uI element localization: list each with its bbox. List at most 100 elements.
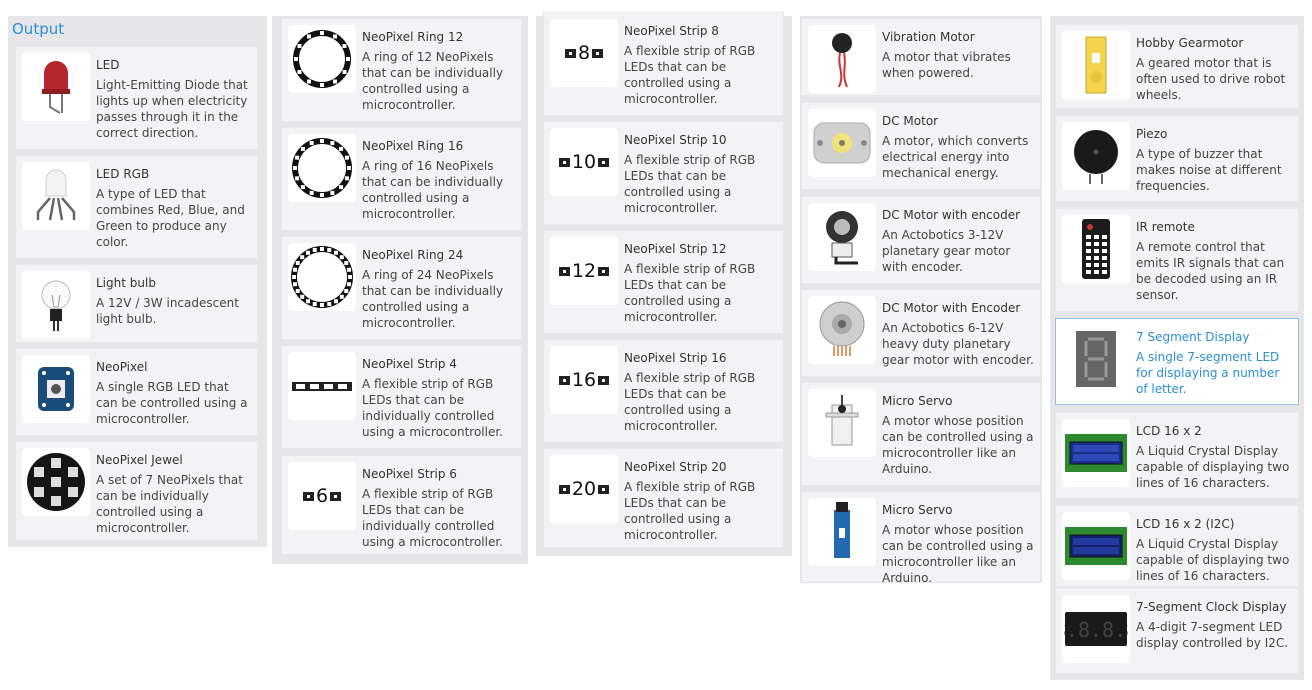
card-text: NeoPixel Ring 24 A ring of 24 NeoPixels t… (362, 247, 515, 331)
component-card[interactable]: DC Motor with encoder An Actobotics 3-12V… (801, 196, 1041, 284)
component-card[interactable]: NeoPixel Jewel A set of 7 NeoPixels that … (15, 441, 258, 541)
component-description: An Actobotics 6-12V heavy duty planetary… (882, 321, 1034, 367)
component-description: A flexible strip of RGB LEDs that can be… (624, 371, 756, 433)
component-name: Vibration Motor (882, 30, 975, 44)
component-card[interactable]: LCD 16 x 2 (I2C) A Liquid Crystal Display… (1055, 505, 1299, 587)
component-name: LCD 16 x 2 (1136, 424, 1202, 438)
component-description: An Actobotics 3-12V planetary gear motor… (882, 228, 1011, 274)
component-description: A 4-digit 7-segment LED display controll… (1136, 620, 1289, 650)
component-card[interactable]: NeoPixel Ring 16 A ring of 16 NeoPixels t… (281, 127, 522, 231)
component-name: NeoPixel Ring 16 (362, 139, 464, 153)
strip-count: 12 (571, 260, 597, 282)
card-text: 7-Segment Clock Display A 4-digit 7-segme… (1136, 599, 1292, 651)
card-text: NeoPixel Strip 6 A flexible strip of RGB … (362, 466, 515, 550)
hobby-gearmotor-icon (1062, 31, 1130, 99)
component-description: A single RGB LED that can be controlled … (96, 380, 248, 426)
card-text: NeoPixel Ring 12 A ring of 12 NeoPixels t… (362, 29, 515, 113)
card-text: Light bulb A 12V / 3W incadescent light b… (96, 275, 251, 327)
component-card[interactable]: 6 NeoPixel Strip 6 A flexible strip of RGB… (281, 455, 522, 555)
component-description: A flexible strip of RGB LEDs that can be… (624, 262, 756, 324)
panel-title: Output (12, 20, 65, 38)
card-text: 7 Segment Display A single 7-segment LED … (1136, 329, 1292, 397)
neopixel-strip-4-icon (288, 352, 356, 420)
card-text: NeoPixel Strip 10 A flexible strip of RGB… (624, 132, 777, 216)
neopixel-ring-24-icon (288, 243, 356, 311)
strip-count: 6 (315, 485, 329, 507)
dc-motor-icon (808, 109, 876, 177)
component-description: A motor that vibrates when powered. (882, 50, 1011, 80)
seven-segment-clock-icon: 8.8.8.8 (1062, 595, 1130, 663)
strip-count: 10 (571, 151, 597, 173)
component-description: A single 7-segment LED for displaying a … (1136, 350, 1280, 396)
component-name: NeoPixel (96, 360, 148, 374)
component-name: Micro Servo (882, 394, 953, 408)
component-card[interactable]: Hobby Gearmotor A geared motor that is of… (1055, 24, 1299, 109)
component-card[interactable]: 8 NeoPixel Strip 8 A flexible strip of RGB… (543, 12, 784, 116)
neopixel-ring-12-icon (288, 25, 356, 93)
component-card[interactable]: DC Motor A motor, which converts electric… (801, 102, 1041, 190)
card-text: DC Motor A motor, which converts electric… (882, 113, 1034, 181)
neopixel-strip-6-icon: 6 (288, 462, 356, 530)
component-name: LED RGB (96, 167, 150, 181)
component-name: NeoPixel Strip 12 (624, 242, 727, 256)
neopixel-strip-10-icon: 10 (550, 128, 618, 196)
vibration-motor-icon (808, 25, 876, 93)
component-card[interactable]: Piezo A type of buzzer that makes noise a… (1055, 115, 1299, 202)
card-text: NeoPixel Strip 4 A flexible strip of RGB … (362, 356, 515, 440)
neopixel-strip-8-icon: 8 (550, 19, 618, 87)
ir-remote-icon (1062, 215, 1130, 283)
strip-count: 16 (571, 369, 597, 391)
component-card[interactable]: 12 NeoPixel Strip 12 A flexible strip of R… (543, 230, 784, 334)
component-card[interactable]: IR remote A remote control that emits IR … (1055, 208, 1299, 312)
card-text: LED Light-Emitting Diode that lights up w… (96, 57, 251, 141)
component-description: A flexible strip of RGB LEDs that can be… (362, 377, 503, 439)
card-text: Hobby Gearmotor A geared motor that is of… (1136, 35, 1292, 103)
card-text: Micro Servo A motor whose position can be… (882, 502, 1034, 586)
component-name: NeoPixel Strip 16 (624, 351, 727, 365)
component-description: A flexible strip of RGB LEDs that can be… (624, 44, 756, 106)
light-bulb-icon (22, 271, 90, 339)
component-card[interactable]: LED Light-Emitting Diode that lights up w… (15, 46, 258, 150)
component-card[interactable]: NeoPixel Ring 24 A ring of 24 NeoPixels t… (281, 236, 522, 340)
component-card[interactable]: DC Motor with Encoder An Actobotics 6-12V… (801, 289, 1041, 377)
component-card[interactable]: NeoPixel A single RGB LED that can be con… (15, 348, 258, 436)
component-description: A motor whose position can be controlled… (882, 523, 1034, 585)
component-card[interactable]: 10 NeoPixel Strip 10 A flexible strip of R… (543, 121, 784, 225)
component-name: NeoPixel Strip 4 (362, 357, 457, 371)
component-name: NeoPixel Strip 6 (362, 467, 457, 481)
card-text: NeoPixel Strip 8 A flexible strip of RGB … (624, 23, 777, 107)
component-name: NeoPixel Ring 12 (362, 30, 464, 44)
component-name: Micro Servo (882, 503, 953, 517)
component-name: DC Motor with Encoder (882, 301, 1021, 315)
component-name: 7 Segment Display (1136, 330, 1250, 344)
component-card[interactable]: 16 NeoPixel Strip 16 A flexible strip of R… (543, 339, 784, 443)
micro-servo-icon (808, 389, 876, 457)
component-name: NeoPixel Ring 24 (362, 248, 464, 262)
component-card[interactable]: LED RGB A type of LED that combines Red, … (15, 155, 258, 259)
card-text: NeoPixel Strip 16 A flexible strip of RGB… (624, 350, 777, 434)
component-name: NeoPixel Strip 20 (624, 460, 727, 474)
component-description: Light-Emitting Diode that lights up when… (96, 78, 248, 140)
component-card[interactable]: Light bulb A 12V / 3W incadescent light b… (15, 264, 258, 343)
component-card[interactable]: Micro Servo A motor whose position can be… (801, 382, 1041, 486)
component-name: Light bulb (96, 276, 156, 290)
component-card[interactable]: 7 Segment Display A single 7-segment LED … (1055, 318, 1299, 405)
component-name: NeoPixel Jewel (96, 453, 183, 467)
component-card[interactable]: 20 NeoPixel Strip 20 A flexible strip of R… (543, 448, 784, 548)
neopixel-icon (22, 355, 90, 423)
component-card[interactable]: NeoPixel Strip 4 A flexible strip of RGB … (281, 345, 522, 449)
strip-count: 8 (577, 42, 591, 64)
component-card[interactable]: Micro Servo A motor whose position can be… (801, 491, 1041, 586)
component-card[interactable]: NeoPixel Ring 12 A ring of 12 NeoPixels t… (281, 18, 522, 122)
piezo-icon (1062, 122, 1130, 190)
component-card[interactable]: LCD 16 x 2 A Liquid Crystal Display capab… (1055, 412, 1299, 499)
card-text: NeoPixel A single RGB LED that can be con… (96, 359, 251, 427)
card-text: NeoPixel Strip 20 A flexible strip of RGB… (624, 459, 777, 543)
component-description: A ring of 12 NeoPixels that can be indiv… (362, 50, 504, 112)
component-description: A 12V / 3W incadescent light bulb. (96, 296, 239, 326)
component-card[interactable]: 8.8.8.8 7-Segment Clock Display A 4-digit … (1055, 588, 1299, 674)
component-description: A flexible strip of RGB LEDs that can be… (624, 480, 756, 542)
component-name: DC Motor with encoder (882, 208, 1021, 222)
component-card[interactable]: Vibration Motor A motor that vibrates whe… (801, 18, 1041, 96)
neopixel-ring-16-icon (288, 134, 356, 202)
